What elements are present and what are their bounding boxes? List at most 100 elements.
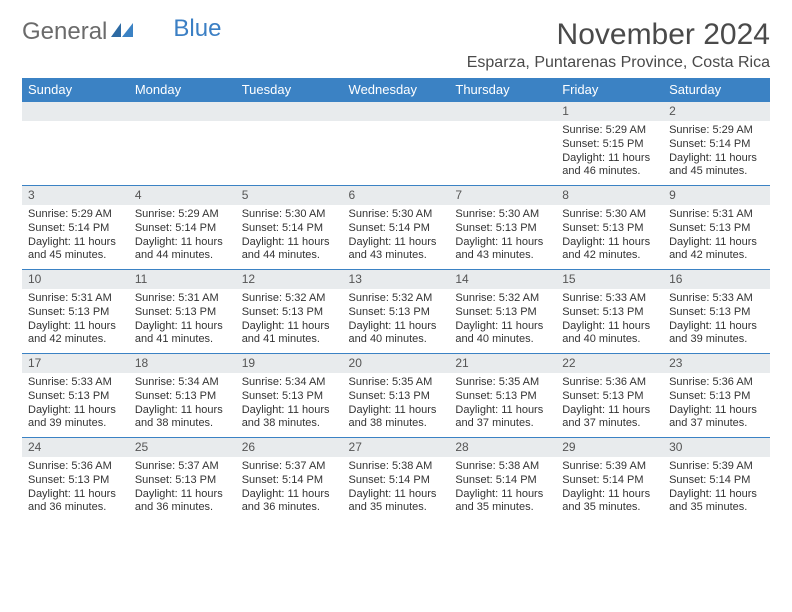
daynum-row: 3456789	[22, 186, 770, 206]
day-details: Sunrise: 5:32 AMSunset: 5:13 PMDaylight:…	[242, 292, 337, 347]
sunset-text: Sunset: 5:13 PM	[562, 390, 657, 404]
daylight-text: Daylight: 11 hours and 42 minutes.	[562, 236, 657, 264]
day-number-cell: 29	[556, 438, 663, 458]
day-details: Sunrise: 5:36 AMSunset: 5:13 PMDaylight:…	[562, 376, 657, 431]
day-details: Sunrise: 5:30 AMSunset: 5:13 PMDaylight:…	[455, 208, 550, 263]
sunrise-text: Sunrise: 5:30 AM	[562, 208, 657, 222]
sunrise-text: Sunrise: 5:33 AM	[28, 376, 123, 390]
sunset-text: Sunset: 5:13 PM	[562, 222, 657, 236]
weekday-header: Sunday	[22, 78, 129, 102]
day-number-cell: 25	[129, 438, 236, 458]
sunset-text: Sunset: 5:13 PM	[349, 306, 444, 320]
daylight-text: Daylight: 11 hours and 44 minutes.	[242, 236, 337, 264]
calendar-header-row: SundayMondayTuesdayWednesdayThursdayFrid…	[22, 78, 770, 102]
day-number-cell: 7	[449, 186, 556, 206]
day-number-cell: 26	[236, 438, 343, 458]
sunset-text: Sunset: 5:13 PM	[242, 306, 337, 320]
daynum-row: 10111213141516	[22, 270, 770, 290]
sunrise-text: Sunrise: 5:29 AM	[135, 208, 230, 222]
weekday-header: Saturday	[663, 78, 770, 102]
day-content-cell: Sunrise: 5:29 AMSunset: 5:14 PMDaylight:…	[663, 121, 770, 186]
day-content-cell: Sunrise: 5:30 AMSunset: 5:14 PMDaylight:…	[343, 205, 450, 270]
daylight-text: Daylight: 11 hours and 40 minutes.	[455, 320, 550, 348]
day-number-cell: 28	[449, 438, 556, 458]
sunset-text: Sunset: 5:14 PM	[135, 222, 230, 236]
day-number-cell: 24	[22, 438, 129, 458]
sunrise-text: Sunrise: 5:32 AM	[455, 292, 550, 306]
daylight-text: Daylight: 11 hours and 36 minutes.	[135, 488, 230, 516]
sunrise-text: Sunrise: 5:36 AM	[562, 376, 657, 390]
daylight-text: Daylight: 11 hours and 46 minutes.	[562, 152, 657, 180]
daylight-text: Daylight: 11 hours and 35 minutes.	[455, 488, 550, 516]
day-number-cell	[22, 102, 129, 122]
sunset-text: Sunset: 5:13 PM	[562, 306, 657, 320]
day-content-cell: Sunrise: 5:32 AMSunset: 5:13 PMDaylight:…	[343, 289, 450, 354]
day-details: Sunrise: 5:32 AMSunset: 5:13 PMDaylight:…	[455, 292, 550, 347]
day-details: Sunrise: 5:33 AMSunset: 5:13 PMDaylight:…	[28, 376, 123, 431]
day-number-cell: 13	[343, 270, 450, 290]
sunset-text: Sunset: 5:14 PM	[562, 474, 657, 488]
daylight-text: Daylight: 11 hours and 39 minutes.	[669, 320, 764, 348]
daylight-text: Daylight: 11 hours and 38 minutes.	[135, 404, 230, 432]
sunrise-text: Sunrise: 5:29 AM	[28, 208, 123, 222]
sunrise-text: Sunrise: 5:37 AM	[135, 460, 230, 474]
sunset-text: Sunset: 5:13 PM	[28, 306, 123, 320]
content-row: Sunrise: 5:29 AMSunset: 5:14 PMDaylight:…	[22, 205, 770, 270]
brand-part1: General	[22, 18, 107, 46]
sunrise-text: Sunrise: 5:32 AM	[242, 292, 337, 306]
day-content-cell: Sunrise: 5:30 AMSunset: 5:13 PMDaylight:…	[556, 205, 663, 270]
day-number-cell: 15	[556, 270, 663, 290]
day-details: Sunrise: 5:36 AMSunset: 5:13 PMDaylight:…	[28, 460, 123, 515]
weekday-header: Tuesday	[236, 78, 343, 102]
content-row: Sunrise: 5:33 AMSunset: 5:13 PMDaylight:…	[22, 373, 770, 438]
sunset-text: Sunset: 5:13 PM	[669, 390, 764, 404]
day-content-cell: Sunrise: 5:34 AMSunset: 5:13 PMDaylight:…	[129, 373, 236, 438]
day-number-cell: 12	[236, 270, 343, 290]
daylight-text: Daylight: 11 hours and 42 minutes.	[28, 320, 123, 348]
day-details: Sunrise: 5:39 AMSunset: 5:14 PMDaylight:…	[669, 460, 764, 515]
sunset-text: Sunset: 5:14 PM	[349, 474, 444, 488]
day-details: Sunrise: 5:36 AMSunset: 5:13 PMDaylight:…	[669, 376, 764, 431]
day-number-cell: 5	[236, 186, 343, 206]
sunrise-text: Sunrise: 5:33 AM	[562, 292, 657, 306]
day-content-cell: Sunrise: 5:29 AMSunset: 5:14 PMDaylight:…	[129, 205, 236, 270]
day-number-cell: 6	[343, 186, 450, 206]
sunset-text: Sunset: 5:13 PM	[669, 306, 764, 320]
day-content-cell: Sunrise: 5:32 AMSunset: 5:13 PMDaylight:…	[449, 289, 556, 354]
day-number-cell: 27	[343, 438, 450, 458]
sunrise-text: Sunrise: 5:30 AM	[242, 208, 337, 222]
day-content-cell: Sunrise: 5:39 AMSunset: 5:14 PMDaylight:…	[663, 457, 770, 521]
sunset-text: Sunset: 5:13 PM	[349, 390, 444, 404]
daylight-text: Daylight: 11 hours and 38 minutes.	[242, 404, 337, 432]
day-number-cell: 9	[663, 186, 770, 206]
day-details: Sunrise: 5:35 AMSunset: 5:13 PMDaylight:…	[349, 376, 444, 431]
daylight-text: Daylight: 11 hours and 40 minutes.	[349, 320, 444, 348]
sunset-text: Sunset: 5:13 PM	[135, 306, 230, 320]
sunset-text: Sunset: 5:13 PM	[455, 222, 550, 236]
sunset-text: Sunset: 5:14 PM	[242, 474, 337, 488]
sunset-text: Sunset: 5:15 PM	[562, 138, 657, 152]
sunrise-text: Sunrise: 5:29 AM	[669, 124, 764, 138]
day-details: Sunrise: 5:38 AMSunset: 5:14 PMDaylight:…	[455, 460, 550, 515]
day-number-cell	[449, 102, 556, 122]
sunset-text: Sunset: 5:13 PM	[242, 390, 337, 404]
sunrise-text: Sunrise: 5:34 AM	[242, 376, 337, 390]
day-details: Sunrise: 5:35 AMSunset: 5:13 PMDaylight:…	[455, 376, 550, 431]
daylight-text: Daylight: 11 hours and 42 minutes.	[669, 236, 764, 264]
weekday-header: Monday	[129, 78, 236, 102]
day-content-cell: Sunrise: 5:33 AMSunset: 5:13 PMDaylight:…	[556, 289, 663, 354]
daylight-text: Daylight: 11 hours and 37 minutes.	[562, 404, 657, 432]
sunrise-text: Sunrise: 5:31 AM	[669, 208, 764, 222]
day-details: Sunrise: 5:31 AMSunset: 5:13 PMDaylight:…	[669, 208, 764, 263]
sunset-text: Sunset: 5:14 PM	[28, 222, 123, 236]
day-content-cell	[449, 121, 556, 186]
location-text: Esparza, Puntarenas Province, Costa Rica	[467, 54, 770, 72]
day-number-cell: 3	[22, 186, 129, 206]
daylight-text: Daylight: 11 hours and 38 minutes.	[349, 404, 444, 432]
sunrise-text: Sunrise: 5:34 AM	[135, 376, 230, 390]
day-number-cell: 21	[449, 354, 556, 374]
day-details: Sunrise: 5:30 AMSunset: 5:13 PMDaylight:…	[562, 208, 657, 263]
weekday-header: Friday	[556, 78, 663, 102]
title-block: November 2024 Esparza, Puntarenas Provin…	[467, 18, 770, 72]
day-number-cell: 11	[129, 270, 236, 290]
